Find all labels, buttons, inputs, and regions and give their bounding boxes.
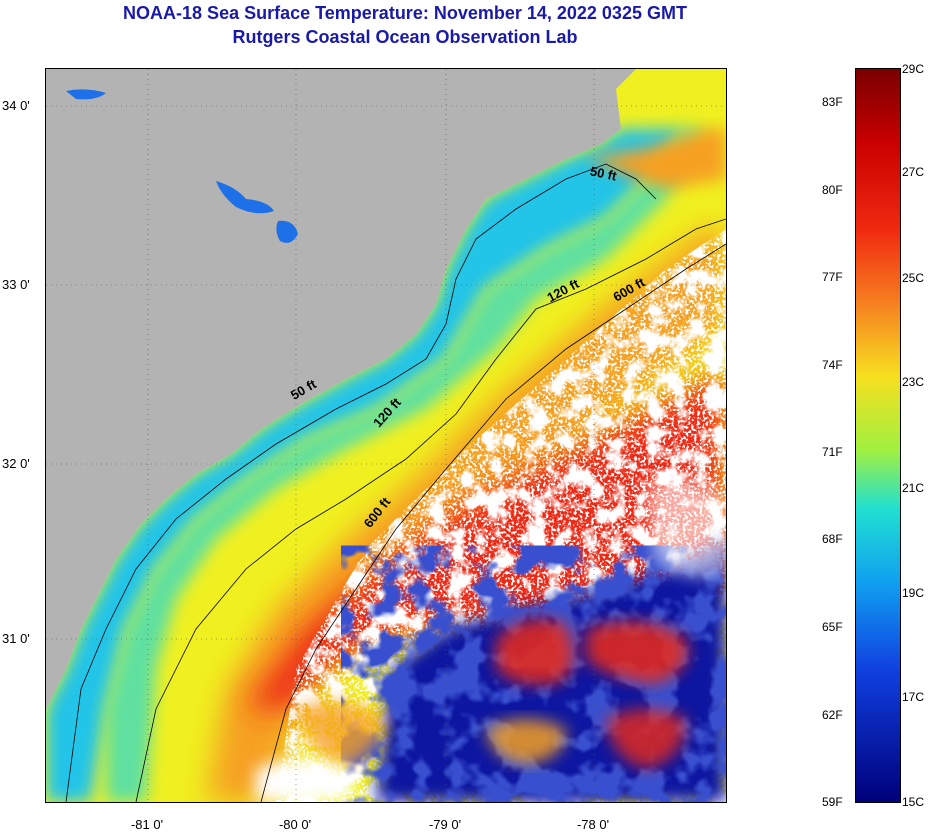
lon-label-80: -80 0'	[278, 817, 312, 832]
colorbar-label-17c: 17C	[902, 690, 925, 704]
colorbar-label-74f: 74F	[822, 358, 843, 372]
temperature-colorbar	[855, 68, 901, 803]
colorbar-label-59f: 59F	[822, 795, 843, 809]
colorbar-label-29c: 29C	[902, 62, 925, 76]
lon-label-78: -78 0'	[576, 817, 610, 832]
colorbar-label-77f: 77F	[822, 270, 843, 284]
lon-label-81: -81 0'	[130, 817, 164, 832]
sst-image	[46, 69, 726, 802]
graticule	[46, 69, 726, 802]
ocean-layer	[46, 69, 726, 802]
colorbar-label-65f: 65F	[822, 620, 843, 634]
chart-subtitle: Rutgers Coastal Ocean Observation Lab	[232, 27, 578, 47]
lat-label-31: 31 0'	[2, 631, 30, 646]
colorbar-label-83f: 83F	[822, 95, 843, 109]
inland-water	[66, 89, 298, 243]
colorbar-label-71f: 71F	[822, 445, 843, 459]
lat-label-34: 34 0'	[2, 98, 30, 113]
lat-label-33: 33 0'	[2, 277, 30, 292]
colorbar-label-21c: 21C	[902, 481, 925, 495]
colorbar-gradient	[856, 69, 900, 802]
colorbar-label-62f: 62F	[822, 708, 843, 722]
colorbar-label-68f: 68F	[822, 532, 843, 546]
colorbar-label-15c: 15C	[902, 795, 925, 809]
chart-title: NOAA-18 Sea Surface Temperature: Novembe…	[123, 3, 687, 23]
lon-label-79: -79 0'	[428, 817, 462, 832]
colorbar-label-80f: 80F	[822, 183, 843, 197]
colorbar-label-25c: 25C	[902, 271, 925, 285]
lat-label-32: 32 0'	[2, 456, 30, 471]
colorbar-label-19c: 19C	[902, 586, 925, 600]
colorbar-label-27c: 27C	[902, 165, 925, 179]
colorbar-label-23c: 23C	[902, 375, 925, 389]
sst-map[interactable]	[45, 68, 727, 803]
